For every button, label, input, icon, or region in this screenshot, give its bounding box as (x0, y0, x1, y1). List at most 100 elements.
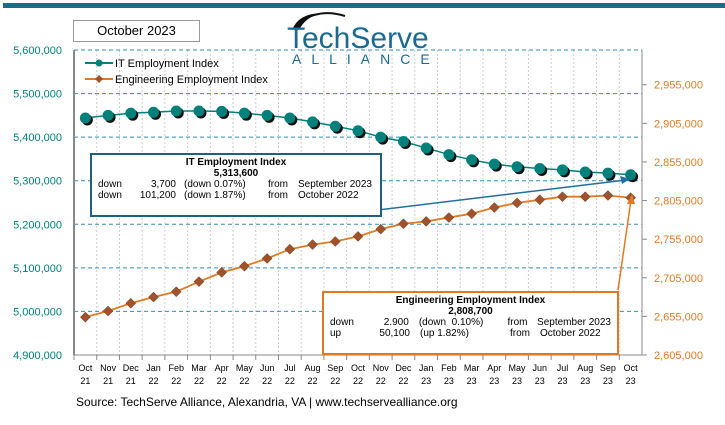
legend-it-marker (95, 59, 103, 67)
eng-box-title: Engineering Employment Index (395, 295, 546, 306)
it-data-point (329, 120, 341, 132)
x-axis-month-label: Feb (441, 363, 457, 373)
x-axis-year-label: 22 (217, 376, 227, 386)
it-data-point (579, 166, 591, 178)
x-axis-year-label: 22 (353, 376, 363, 386)
x-axis-month-label: Mar (464, 363, 480, 373)
left-axis-tick-label: 5,300,000 (13, 176, 62, 188)
eng-data-point (488, 202, 500, 213)
from: from (507, 317, 528, 328)
change: 3,700 (150, 179, 176, 190)
period: September 2023 (537, 317, 611, 328)
x-axis-year-label: 23 (557, 376, 567, 386)
x-axis-month-label: Apr (487, 363, 501, 373)
left-axis-tick-label: 5,000,000 (13, 306, 62, 318)
eng-data-point (125, 297, 137, 309)
x-axis-year-label: 23 (535, 376, 545, 386)
it-data-point (511, 161, 523, 173)
x-axis-month-label: Jan (419, 363, 434, 373)
eng-box-value: 2,808,700 (448, 306, 493, 317)
x-axis-year-label: 23 (421, 376, 431, 386)
percent: (down 0.07%) (184, 179, 246, 190)
x-axis-year-label: 23 (603, 376, 613, 386)
x-axis-month-label: Jun (260, 363, 275, 373)
it-box-title: IT Employment Index (185, 157, 287, 168)
it-box-row: down 3,700 (down 0.07%) from September 2023 (98, 179, 374, 190)
eng-data-point (557, 191, 568, 203)
period: October 2022 (540, 328, 601, 339)
period: October 2022 (298, 190, 359, 201)
eng-data-point (193, 276, 205, 287)
eng-data-point (102, 305, 114, 317)
x-axis-month-label: Sep (600, 363, 616, 373)
direction: down (98, 190, 122, 201)
x-axis-month-label: Sep (327, 363, 343, 373)
left-axis-tick-label: 5,400,000 (13, 132, 62, 144)
eng-data-point (466, 208, 477, 220)
x-axis-year-label: 22 (194, 376, 204, 386)
x-axis-month-label: Aug (305, 363, 321, 373)
x-axis-year-label: 22 (171, 376, 181, 386)
x-axis-year-label: 21 (126, 376, 136, 386)
eng-data-point (80, 311, 91, 323)
legend-eng-label: Engineering Employment Index (115, 74, 268, 86)
it-box-row: down 101,200 (down 1.87%) from October 2022 (98, 190, 374, 201)
it-data-point (625, 169, 637, 181)
it-data-point (307, 116, 319, 128)
x-axis-year-label: 22 (308, 376, 318, 386)
x-axis-year-label: 22 (330, 376, 340, 386)
x-axis-year-label: 23 (489, 376, 499, 386)
direction: up (330, 328, 342, 339)
change: 50,100 (379, 328, 410, 339)
eng-data-point (375, 223, 387, 235)
it-data-point (261, 109, 273, 121)
x-axis-month-label: Dec (395, 363, 412, 373)
legend-it-label: IT Employment Index (115, 58, 219, 70)
eng-data-point (284, 243, 296, 255)
right-axis-tick-label: 2,605,000 (654, 350, 703, 362)
it-data-point (534, 163, 546, 175)
svg-text:ALLIANCE: ALLIANCE (292, 51, 440, 67)
it-data-point (216, 105, 228, 117)
period: September 2023 (298, 179, 372, 190)
eng-box-row: up 50,100 (up 1.82%) from October 2022 (330, 328, 611, 339)
it-data-point (466, 154, 478, 166)
eng-data-point (352, 231, 364, 242)
right-axis-tick-label: 2,655,000 (654, 311, 703, 323)
eng-data-point (579, 191, 591, 203)
right-axis-tick-label: 2,855,000 (654, 157, 703, 169)
it-data-point (170, 105, 182, 117)
x-axis-year-label: 21 (103, 376, 113, 386)
x-axis-month-label: Mar (191, 363, 207, 373)
it-box-value: 5,313,600 (213, 168, 259, 179)
eng-data-point (511, 197, 523, 209)
eng-summary-box: Engineering Employment Index 2,808,700 d… (322, 291, 619, 355)
x-axis-year-label: 22 (376, 376, 386, 386)
it-data-point (102, 109, 114, 121)
it-data-point (443, 149, 455, 161)
from: from (510, 328, 530, 339)
it-data-point (79, 112, 91, 124)
x-axis-month-label: Oct (624, 363, 639, 373)
x-axis-year-label: 23 (512, 376, 522, 386)
x-axis-year-label: 23 (626, 376, 636, 386)
it-data-point (125, 107, 137, 119)
it-data-point (602, 167, 614, 179)
eng-data-point (307, 239, 318, 250)
eng-data-point (420, 216, 432, 227)
date-label: October 2023 (73, 20, 200, 42)
x-axis-month-label: Nov (100, 363, 117, 373)
change: 2.900 (383, 317, 409, 328)
from: from (268, 190, 288, 201)
eng-arrowhead (627, 194, 635, 204)
x-axis-month-label: Apr (215, 363, 229, 373)
it-data-point (238, 107, 250, 119)
eng-data-point (534, 194, 546, 206)
it-data-point (375, 131, 387, 143)
x-axis-month-label: Jul (284, 363, 296, 373)
x-axis-month-label: Jun (533, 363, 548, 373)
it-summary-box: IT Employment Index 5,313,600 down 3,700 (… (90, 153, 382, 217)
it-data-point (284, 112, 296, 124)
eng-data-point (602, 190, 614, 201)
it-callout-arrow (377, 179, 627, 211)
